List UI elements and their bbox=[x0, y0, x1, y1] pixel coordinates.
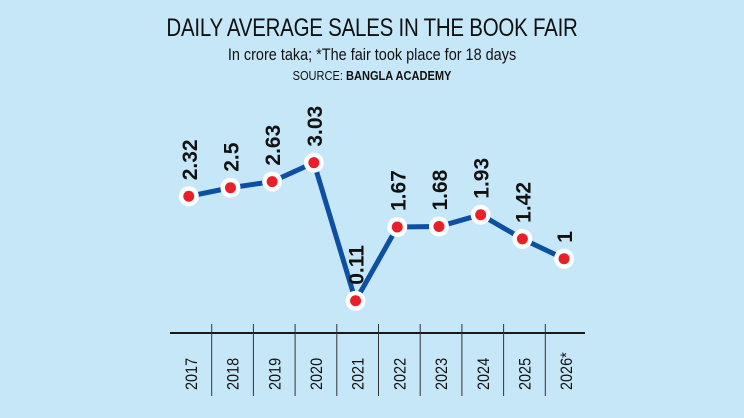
data-point bbox=[558, 253, 570, 265]
data-point bbox=[475, 209, 487, 221]
x-tick-label: 2021 bbox=[350, 358, 368, 390]
x-tick-label: 2022 bbox=[391, 358, 409, 390]
x-tick-label: 2019 bbox=[266, 358, 284, 390]
x-tick-label: 2025 bbox=[516, 358, 534, 390]
data-label: 1 bbox=[554, 231, 577, 243]
data-label: 2.5 bbox=[220, 142, 243, 172]
data-label: 2.63 bbox=[262, 125, 285, 166]
series-line bbox=[188, 160, 566, 304]
data-point bbox=[391, 221, 403, 233]
data-point bbox=[516, 233, 528, 245]
chart-source: SOURCE: BANGLA ACADEMY bbox=[56, 68, 688, 83]
data-point bbox=[308, 157, 320, 169]
data-label: 0.11 bbox=[346, 245, 369, 285]
data-label: 1.68 bbox=[429, 169, 452, 210]
x-tick-label: 2017 bbox=[183, 358, 201, 390]
source-label: SOURCE: bbox=[292, 68, 343, 83]
data-label: 1.67 bbox=[387, 170, 410, 211]
source-name: BANGLA ACADEMY bbox=[346, 68, 452, 83]
data-label: 3.03 bbox=[304, 106, 327, 147]
data-label: 2.32 bbox=[179, 139, 202, 180]
x-tick-label: 2023 bbox=[433, 358, 451, 390]
chart-subtitle: In crore taka; *The fair took place for … bbox=[227, 45, 517, 64]
x-tick-label: 2024 bbox=[475, 358, 493, 390]
data-label: 1.42 bbox=[512, 182, 535, 223]
data-label: 1.93 bbox=[471, 158, 494, 199]
x-tick-label: 2020 bbox=[308, 358, 326, 390]
x-tick-label: 2018 bbox=[225, 358, 243, 390]
data-point bbox=[350, 295, 362, 307]
data-point bbox=[266, 176, 278, 188]
chart-title: DAILY AVERAGE SALES IN THE BOOK FAIR bbox=[166, 14, 578, 42]
data-point bbox=[433, 221, 445, 233]
data-point bbox=[224, 182, 236, 194]
x-tick-label: 2026* bbox=[558, 352, 576, 390]
data-point bbox=[183, 190, 195, 202]
